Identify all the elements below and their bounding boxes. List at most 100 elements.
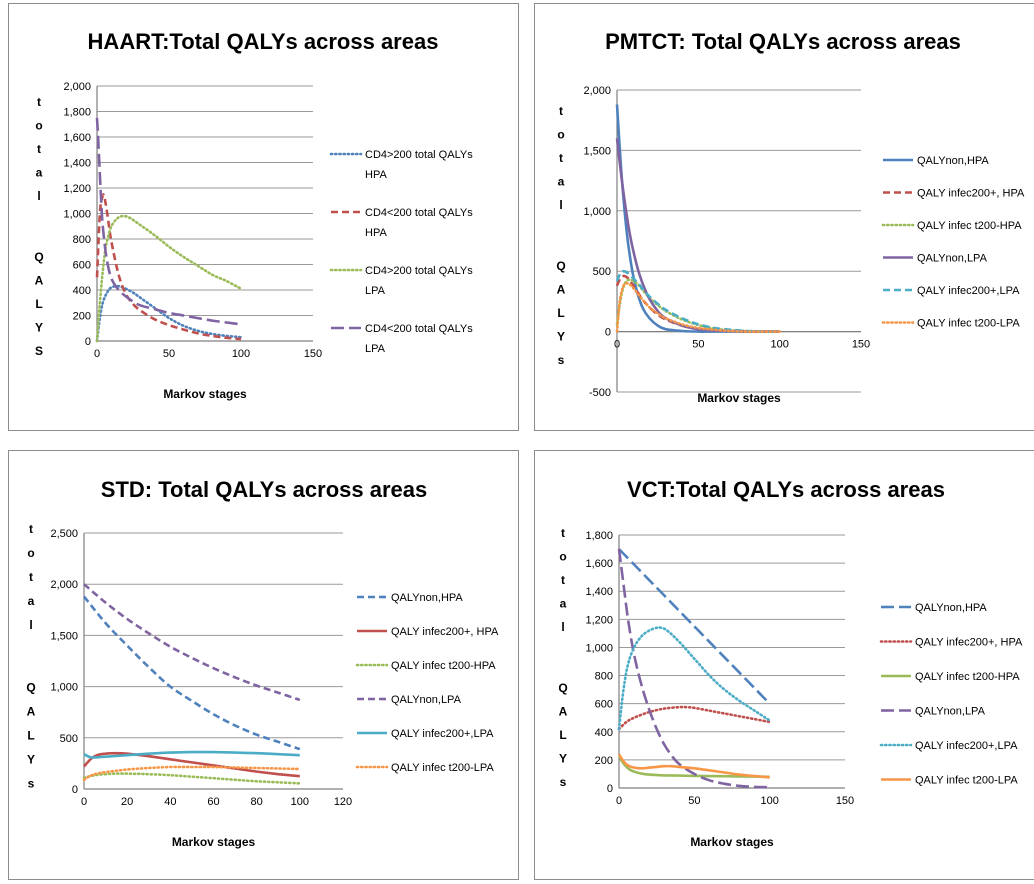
series-line-0 bbox=[615, 104, 780, 333]
x-tick-label: 0 bbox=[616, 795, 622, 807]
y-tick-label: 1,800 bbox=[585, 530, 613, 542]
x-tick-label: 20 bbox=[121, 796, 133, 808]
x-tick-label: 100 bbox=[291, 796, 309, 808]
legend-label: QALY infec200+, HPA bbox=[391, 626, 499, 638]
y-tick-label: 600 bbox=[595, 699, 613, 711]
legend-label: QALYnon,LPA bbox=[915, 706, 986, 718]
legend-label: QALY infec200+,LPA bbox=[391, 728, 494, 740]
series-line-0 bbox=[82, 595, 301, 751]
series-line-4 bbox=[617, 626, 771, 731]
x-tick-label: 80 bbox=[251, 796, 263, 808]
x-tick-label: 100 bbox=[232, 348, 250, 360]
y-tick-label: 0 bbox=[85, 336, 91, 348]
legend-label: CD4<200 total QALYs LPA bbox=[365, 323, 473, 355]
x-tick-label: 50 bbox=[163, 348, 175, 360]
legend-label: QALYnon,LPA bbox=[391, 694, 462, 706]
std-chart-panel: STD: Total QALYs across areas 0 500 1,000 1,… bbox=[8, 450, 519, 880]
series-line-0 bbox=[618, 548, 771, 705]
chart-title: VCT:Total QALYs across areas bbox=[627, 477, 945, 502]
series-line-3 bbox=[95, 117, 242, 326]
series-line-1 bbox=[617, 705, 771, 731]
y-tick-label: 2,000 bbox=[63, 81, 91, 93]
legend-label: QALY infec t200-LPA bbox=[391, 762, 494, 774]
x-tick-label: 40 bbox=[164, 796, 176, 808]
y-tick-label: 1,600 bbox=[63, 132, 91, 144]
x-axis-label: Markov stages bbox=[697, 391, 781, 405]
legend-label: CD4>200 total QALYs HPA bbox=[365, 149, 473, 181]
chart-title: HAART:Total QALYs across areas bbox=[88, 29, 439, 54]
y-tick-label: 1,200 bbox=[585, 614, 613, 626]
y-tick-label: 1,400 bbox=[63, 158, 91, 170]
y-tick-label: 0 bbox=[607, 783, 613, 795]
x-tick-label: 100 bbox=[760, 795, 778, 807]
legend-label: QALY infec t200-LPA bbox=[915, 775, 1018, 787]
x-tick-label: 150 bbox=[304, 348, 322, 360]
x-tick-label: 50 bbox=[692, 339, 704, 351]
legend-label: CD4<200 total QALYs HPA bbox=[365, 207, 473, 239]
series-line-1 bbox=[83, 751, 300, 778]
y-tick-label: 500 bbox=[60, 733, 78, 745]
y-tick-label: 2,000 bbox=[583, 85, 611, 97]
y-tick-label: 1,600 bbox=[585, 558, 613, 570]
y-tick-label: 0 bbox=[72, 784, 78, 796]
vct-chart-panel: VCT:Total QALYs across areas 0 200 400 600 80… bbox=[534, 450, 1034, 880]
x-tick-label: 0 bbox=[614, 339, 620, 351]
y-tick-label: -500 bbox=[589, 387, 611, 399]
y-tick-label: 1,800 bbox=[63, 107, 91, 119]
legend-label: QALY infec t200-HPA bbox=[915, 671, 1020, 683]
pmtct-chart-panel: PMTCT: Total QALYs across areas -500 0 500 1… bbox=[534, 3, 1034, 431]
pmtct-chart: PMTCT: Total QALYs across areas-50005001… bbox=[556, 29, 1025, 405]
y-tick-label: 1,000 bbox=[63, 209, 91, 221]
std-chart: STD: Total QALYs across areas 0 500 1,000 1,… bbox=[26, 477, 499, 849]
x-tick-label: 100 bbox=[770, 339, 788, 351]
haart-chart-panel: HAART:Total QALYs across areas 0 200 400 600… bbox=[8, 3, 519, 431]
x-axis-label: Markov stages bbox=[172, 835, 256, 849]
y-tick-label: 400 bbox=[73, 285, 91, 297]
legend-label: QALY infec200+, HPA bbox=[917, 188, 1025, 200]
legend-label: QALY infec200+,LPA bbox=[915, 740, 1018, 752]
vct-chart: VCT:Total QALYs across areas 0 200 400 600 80… bbox=[558, 477, 1023, 849]
legend-label: QALYnon,HPA bbox=[915, 602, 987, 614]
x-axis-label: Markov stages bbox=[690, 835, 774, 849]
y-tick-label: 0 bbox=[605, 327, 611, 339]
series-line-5 bbox=[617, 753, 770, 779]
y-tick-label: 200 bbox=[595, 755, 613, 767]
y-tick-label: 500 bbox=[593, 266, 611, 278]
y-tick-label: 1,000 bbox=[583, 206, 611, 218]
legend-label: QALYnon,HPA bbox=[391, 592, 463, 604]
series-line-5 bbox=[82, 765, 302, 782]
y-tick-label: 1,500 bbox=[50, 630, 78, 642]
y-tick-label: 1,400 bbox=[585, 586, 613, 598]
series-line-4 bbox=[615, 269, 780, 333]
series-line-0 bbox=[95, 284, 243, 343]
legend-label: QALYnon,HPA bbox=[917, 155, 989, 167]
y-tick-label: 1,000 bbox=[50, 682, 78, 694]
y-tick-label: 800 bbox=[595, 671, 613, 683]
y-tick-label: 800 bbox=[73, 234, 91, 246]
haart-chart: HAART:Total QALYs across areas 0 200 400 600… bbox=[34, 29, 473, 401]
y-tick-label: 2,500 bbox=[50, 528, 78, 540]
legend-label: CD4>200 total QALYs LPA bbox=[365, 265, 473, 297]
x-axis-label: Markov stages bbox=[163, 387, 247, 401]
series-line-2 bbox=[82, 772, 302, 785]
series-line-3 bbox=[617, 548, 770, 789]
chart-title: STD: Total QALYs across areas bbox=[101, 477, 427, 502]
y-tick-label: 1,000 bbox=[585, 642, 613, 654]
y-tick-label: 1,500 bbox=[583, 145, 611, 157]
x-tick-label: 60 bbox=[207, 796, 219, 808]
series-line-4 bbox=[83, 750, 300, 759]
legend-label: QALYnon,LPA bbox=[917, 253, 988, 265]
y-tick-label: 600 bbox=[73, 260, 91, 272]
legend-label: QALY infec200+, HPA bbox=[915, 637, 1023, 649]
x-tick-label: 0 bbox=[81, 796, 87, 808]
chart-title: PMTCT: Total QALYs across areas bbox=[605, 29, 961, 54]
x-tick-label: 150 bbox=[852, 339, 870, 351]
x-tick-label: 50 bbox=[688, 795, 700, 807]
y-tick-label: 200 bbox=[73, 311, 91, 323]
legend-label: QALY infec t200-HPA bbox=[391, 660, 496, 672]
series-line-5 bbox=[615, 281, 781, 333]
